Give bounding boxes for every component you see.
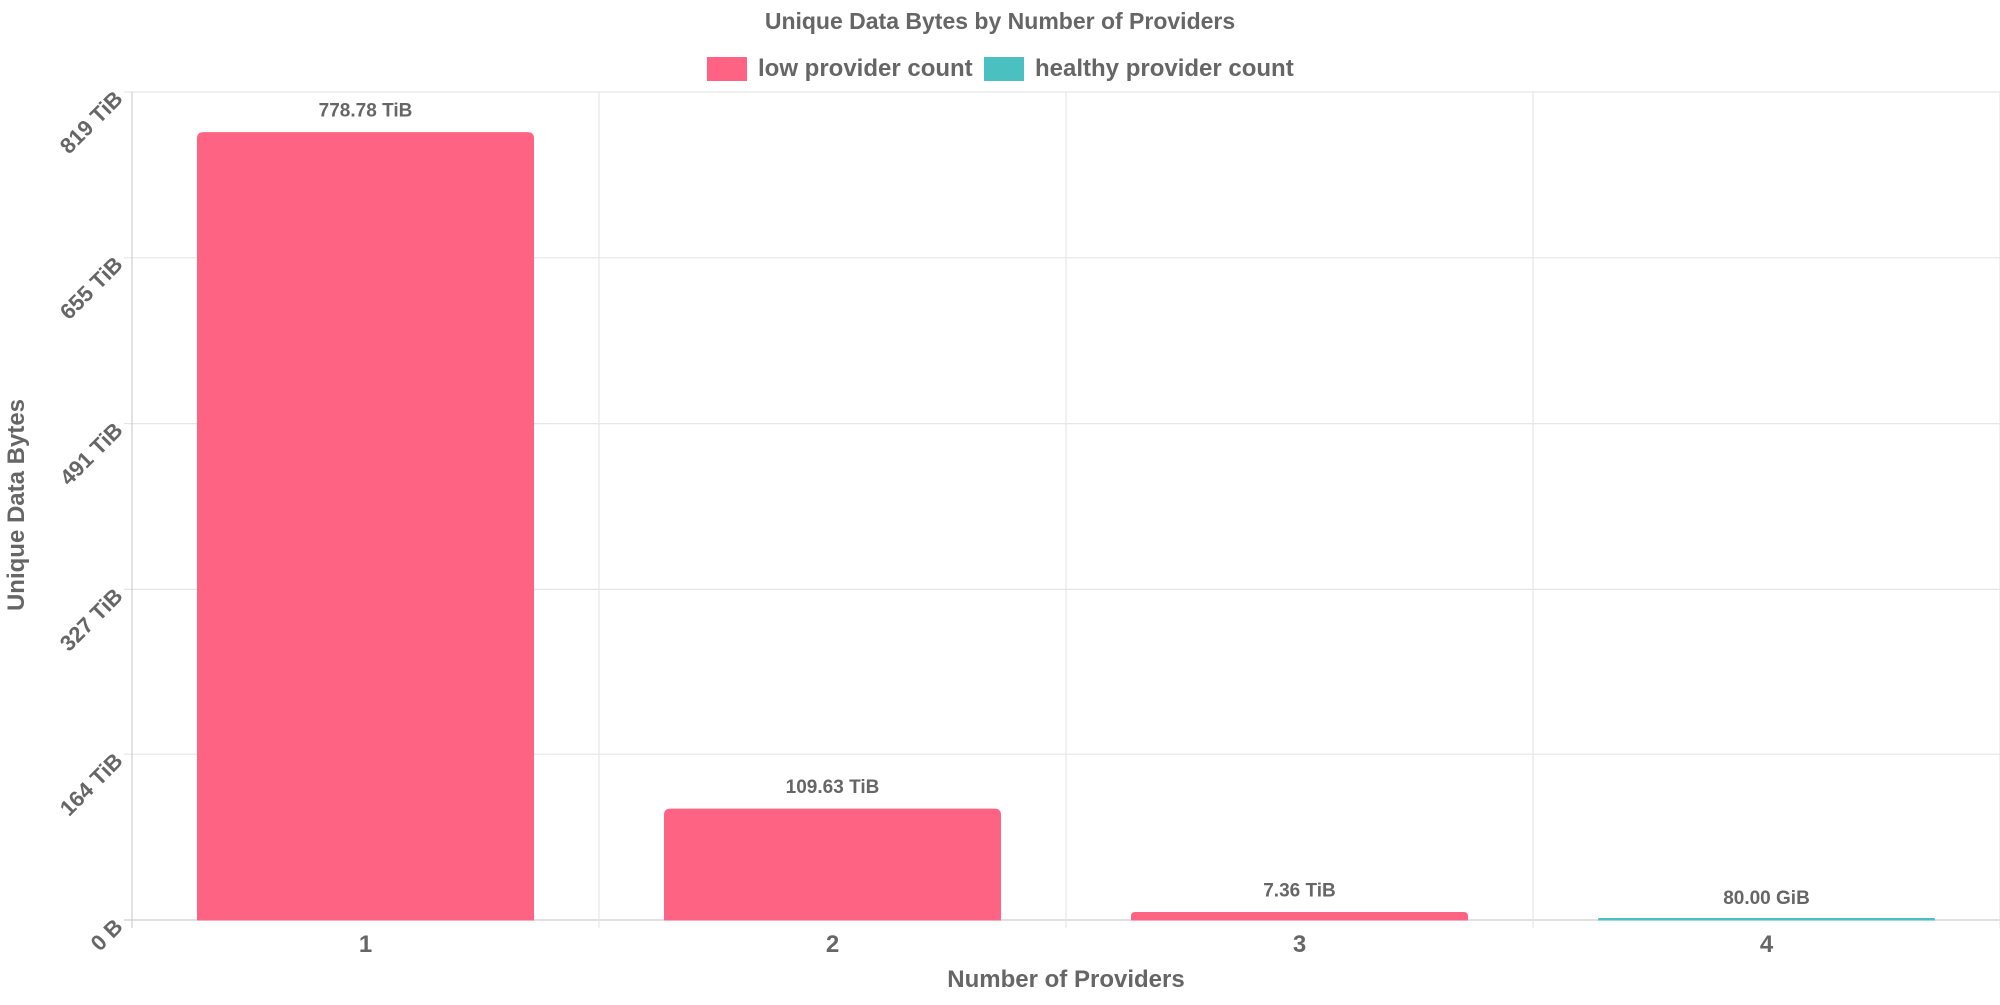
y-tick-label: 819 TiB bbox=[55, 86, 128, 159]
y-axis-ticks: 0 B 164 TiB 327 TiB 491 TiB 655 TiB 819 TiB bbox=[55, 86, 128, 956]
legend-item[interactable]: healthy provider count bbox=[984, 55, 1294, 82]
bar-value-label: 7.36 TiB bbox=[1263, 881, 1336, 902]
x-axis-ticks: 1 2 3 4 bbox=[359, 931, 1774, 958]
legend-swatch bbox=[984, 57, 1024, 81]
y-axis-title: Unique Data Bytes bbox=[3, 399, 30, 611]
bar-value-label: 778.78 TiB bbox=[319, 101, 413, 122]
bar[interactable] bbox=[197, 132, 534, 921]
bar-value-labels: 778.78 TiB 109.63 TiB 7.36 TiB 80.00 GiB bbox=[319, 101, 1810, 909]
y-tick-label: 655 TiB bbox=[55, 252, 128, 325]
bar[interactable] bbox=[1598, 918, 1935, 921]
y-tick-label: 491 TiB bbox=[55, 417, 128, 490]
x-tick-label: 3 bbox=[1293, 931, 1306, 958]
legend-label: healthy provider count bbox=[1035, 55, 1294, 82]
bar-value-label: 80.00 GiB bbox=[1723, 888, 1810, 909]
bar[interactable] bbox=[664, 808, 1001, 921]
legend-swatch bbox=[707, 57, 747, 81]
bar[interactable] bbox=[1131, 912, 1468, 921]
legend-label: low provider count bbox=[758, 55, 973, 82]
y-tick-label: 0 B bbox=[86, 914, 128, 956]
legend[interactable]: low provider count healthy provider count bbox=[707, 55, 1294, 82]
bars bbox=[197, 132, 1935, 921]
x-tick-label: 2 bbox=[826, 931, 839, 958]
x-axis-title: Number of Providers bbox=[947, 966, 1184, 993]
bar-value-label: 109.63 TiB bbox=[786, 777, 880, 798]
chart-title: Unique Data Bytes by Number of Providers bbox=[765, 8, 1235, 34]
y-tick-label: 164 TiB bbox=[55, 748, 128, 821]
legend-item[interactable]: low provider count bbox=[707, 55, 973, 82]
x-tick-label: 1 bbox=[359, 931, 372, 958]
y-tick-label: 327 TiB bbox=[55, 583, 128, 656]
x-tick-label: 4 bbox=[1760, 931, 1774, 958]
